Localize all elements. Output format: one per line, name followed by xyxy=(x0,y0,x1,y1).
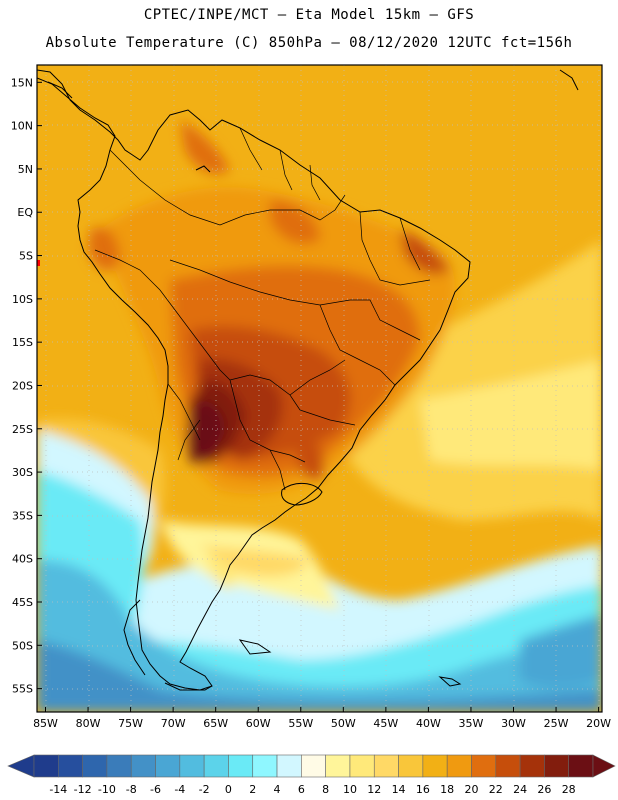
colorbar-label: 16 xyxy=(416,783,430,796)
lat-label: 20S xyxy=(12,379,33,392)
colorbar-cell xyxy=(301,754,326,778)
lat-label: 10N xyxy=(11,120,33,133)
lon-label: 50W xyxy=(331,717,356,730)
colorbar-cell xyxy=(544,754,569,778)
colorbar-cell xyxy=(422,754,448,778)
title-model: CPTEC/INPE/MCT – Eta Model 15km – GFS xyxy=(143,7,475,23)
colorbar-cell xyxy=(106,754,132,778)
lon-label: 45W xyxy=(373,717,398,730)
lon-label: 40W xyxy=(416,717,441,730)
colorbar-cell xyxy=(276,754,302,778)
lat-label: EQ xyxy=(17,206,33,219)
lon-label: 35W xyxy=(459,717,484,730)
lat-label: 30S xyxy=(12,466,33,479)
coastlines xyxy=(37,69,579,691)
lon-label: 30W xyxy=(501,717,526,730)
lat-label: 5N xyxy=(18,163,33,176)
colorbar-label: 6 xyxy=(298,783,305,796)
colorbar-cell xyxy=(568,754,594,778)
lat-label: 5S xyxy=(19,250,33,263)
colorbar-cell xyxy=(33,754,59,778)
colorbar-cell xyxy=(179,754,205,778)
colorbar-label: 20 xyxy=(464,783,478,796)
colorbar-label: -10 xyxy=(98,783,116,796)
colorbar-low-arrow xyxy=(7,754,35,778)
latitude-labels: 15N 10N 5N EQ 5S 10S 15S 20S 25S 30S 35S 40S 45S 50S 5… xyxy=(11,76,34,695)
colorbar-label: 28 xyxy=(562,783,576,796)
colorbar-label: -6 xyxy=(150,783,161,796)
colorbar-label: 14 xyxy=(392,783,406,796)
lat-label: 25S xyxy=(12,423,33,436)
colorbar-label: 26 xyxy=(537,783,551,796)
axis-ticks xyxy=(37,81,600,712)
colorbar-cell xyxy=(349,754,375,778)
lon-label: 70W xyxy=(161,717,186,730)
colorbar-label: 22 xyxy=(489,783,503,796)
country-borders xyxy=(94,127,431,491)
colorbar-label: -12 xyxy=(74,783,92,796)
colorbar-label: -2 xyxy=(199,783,210,796)
lat-label: 45S xyxy=(12,596,33,609)
lat-label: 10S xyxy=(12,293,33,306)
lat-label: 15S xyxy=(12,336,33,349)
colorbar-high-arrow xyxy=(592,754,616,778)
colorbar-cell xyxy=(519,754,545,778)
lon-label: 55W xyxy=(288,717,313,730)
colorbar-label: -4 xyxy=(174,783,185,796)
colorbar-label: 8 xyxy=(322,783,329,796)
edge-marker xyxy=(37,260,40,266)
colorbar-label: 4 xyxy=(274,783,281,796)
colorbar-cell xyxy=(58,754,83,778)
colorbar-label: 10 xyxy=(343,783,357,796)
colorbar-cell xyxy=(398,754,424,778)
colorbar-label: 0 xyxy=(225,783,232,796)
lat-label: 35S xyxy=(12,509,33,522)
lon-label: 65W xyxy=(203,717,228,730)
colorbar-cell xyxy=(130,754,156,778)
temperature-field xyxy=(37,65,602,712)
map-frame xyxy=(36,64,603,713)
colorbar-cell xyxy=(228,754,254,778)
colorbar-label: 2 xyxy=(249,783,256,796)
title-field: Absolute Temperature (C) 850hPa – 08/12/… xyxy=(45,35,573,51)
colorbar-cell xyxy=(252,754,278,778)
lon-label: 75W xyxy=(118,717,143,730)
colorbar-cell xyxy=(446,754,472,778)
colorbar-cell xyxy=(82,754,108,778)
colorbar-cell xyxy=(325,754,351,778)
colorbar-cell xyxy=(203,754,229,778)
lat-label: 55S xyxy=(12,683,33,696)
longitude-labels: 85W 80W 75W 70W 65W 60W 55W 50W 45W 40W 35W 30W 25W 2… xyxy=(33,717,611,730)
lat-label: 50S xyxy=(12,639,33,652)
colorbar-label: -8 xyxy=(126,783,137,796)
colorbar-cell xyxy=(495,754,521,778)
colorbar-label: 24 xyxy=(513,783,527,796)
colorbar-cell xyxy=(471,754,497,778)
colorbar-label: 18 xyxy=(440,783,454,796)
lon-label: 80W xyxy=(76,717,101,730)
colorbar-cell xyxy=(373,754,399,778)
lon-label: 25W xyxy=(544,717,569,730)
lon-label: 85W xyxy=(33,717,58,730)
lat-label: 40S xyxy=(12,553,33,566)
lon-label: 60W xyxy=(246,717,271,730)
colorbar-cell xyxy=(155,754,181,778)
colorbar-label: 12 xyxy=(367,783,381,796)
lon-label: 20W xyxy=(586,717,611,730)
lat-label: 15N xyxy=(11,76,33,89)
graticule xyxy=(37,65,602,712)
colorbar-label: -14 xyxy=(49,783,67,796)
